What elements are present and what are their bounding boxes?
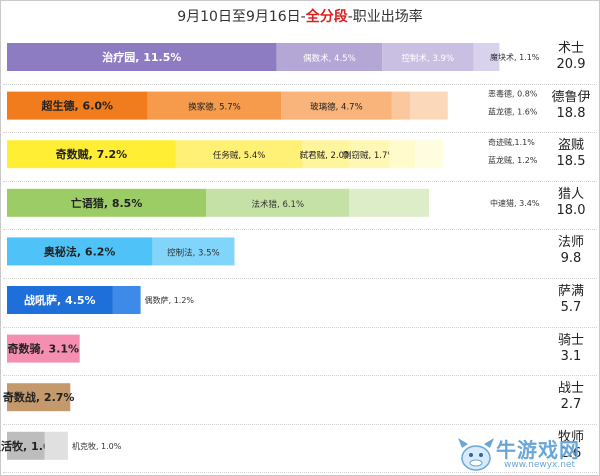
class-total: 术士 20.9 xyxy=(540,41,600,73)
bar-segment xyxy=(7,383,71,412)
bar-segment xyxy=(7,237,153,266)
segment-label: 战吼萨, 4.5% xyxy=(24,293,96,307)
class-name: 战士 xyxy=(557,381,584,397)
row-divider xyxy=(3,278,597,279)
class-total: 战士 2.7 xyxy=(540,381,600,413)
segment-label: 机克牧, 1.0% xyxy=(72,441,122,451)
bar-segment xyxy=(175,140,303,169)
class-total: 萨满 5.7 xyxy=(540,284,600,316)
bar-segment xyxy=(302,140,350,169)
class-name: 法师 xyxy=(557,235,584,251)
bar-segment xyxy=(349,140,390,169)
bar-segment xyxy=(44,431,68,460)
segment-label: 超生德, 6.0% xyxy=(41,99,114,113)
segment-label: 亡语猎, 8.5% xyxy=(71,196,143,210)
title-suffix: -职业出场率 xyxy=(347,9,423,25)
class-total-value: 2.7 xyxy=(560,397,582,413)
class-name: 猎人 xyxy=(557,186,584,202)
class-total-value: 20.9 xyxy=(556,57,586,72)
segment-label: 换家德, 5.7% xyxy=(188,102,241,113)
row-divider xyxy=(3,375,597,377)
bar-segment xyxy=(147,91,282,120)
class-total: 骑士 3.1 xyxy=(540,333,600,365)
class-name: 牧师 xyxy=(557,429,584,445)
bar-segment xyxy=(112,286,141,314)
bar-segment xyxy=(349,188,429,217)
cow-mascot-icon xyxy=(458,438,494,471)
segment-label: 恶毒德, 0.8% xyxy=(488,89,538,99)
chart-title: 9月10日至9月16日-全分段-职业出场率 xyxy=(0,6,600,26)
row-divider xyxy=(3,180,597,182)
bar-segment xyxy=(7,431,45,460)
bar-segment xyxy=(391,91,411,120)
class-total: 德鲁伊 18.8 xyxy=(540,90,600,122)
row-divider xyxy=(3,83,597,85)
segment-label: 奇数贼, 7.2% xyxy=(56,147,128,161)
segment-label: 中速猎, 3.4% xyxy=(490,198,540,208)
segment-label: 魔块术, 1.1% xyxy=(490,52,540,62)
class-total: 法师 9.8 xyxy=(540,235,600,267)
bar-segment xyxy=(152,237,235,266)
bar-segment xyxy=(7,140,176,169)
segment-label: 控制术, 3.9% xyxy=(402,53,455,64)
class-total: 猎人 18.0 xyxy=(540,187,600,219)
bar-segment xyxy=(473,43,500,71)
segment-label: 奥秘法, 6.2% xyxy=(43,244,116,258)
segment-label: 弑君贼, 2.0% xyxy=(300,150,353,161)
class-name: 术士 xyxy=(557,41,584,56)
bar-segment xyxy=(7,43,277,71)
row-divider xyxy=(3,472,597,474)
class-total-value: 9.8 xyxy=(560,251,582,267)
bar-segment xyxy=(281,91,392,120)
segment-label: 奇数战, 2.7% xyxy=(3,390,75,404)
row-divider xyxy=(3,326,597,328)
class-total-value: 5.7 xyxy=(560,300,582,315)
row-divider xyxy=(3,423,597,425)
title-highlight: 全分段 xyxy=(305,9,348,25)
class-total-value: 3.1 xyxy=(560,348,582,364)
row-divider xyxy=(3,229,597,231)
class-name: 骑士 xyxy=(557,332,584,348)
bar-segment xyxy=(7,188,207,217)
class-name: 萨满 xyxy=(557,284,584,299)
class-name: 德鲁伊 xyxy=(551,89,591,105)
bar-segment xyxy=(7,334,80,363)
segment-label: 蓝龙贼, 1.2% xyxy=(488,155,538,165)
bar-segment xyxy=(206,188,350,217)
row-divider xyxy=(3,132,597,134)
bar-segment xyxy=(389,140,415,169)
class-name: 盗贼 xyxy=(557,138,584,154)
segment-label: 偶数萨, 1.2% xyxy=(145,295,195,305)
class-total: 盗贼 18.5 xyxy=(540,138,600,170)
segment-label: 控制法, 3.5% xyxy=(167,247,220,258)
bar-segment xyxy=(382,43,474,71)
class-total-value: 18.0 xyxy=(556,202,586,218)
bar-segment xyxy=(7,91,148,120)
segment-label: 任务贼, 5.4% xyxy=(213,150,266,161)
bar-segment xyxy=(410,91,448,120)
title-prefix: 9月10日至9月16日- xyxy=(177,9,306,25)
watermark-url: www.newyx.net xyxy=(504,460,576,470)
segment-label: 玻璃德, 4.7% xyxy=(310,102,363,113)
watermark: 牛游戏网 www.newyx.net xyxy=(456,432,600,476)
class-total-value: 18.8 xyxy=(556,105,586,121)
segment-label: 蓝龙德, 1.6% xyxy=(488,107,538,117)
segment-label: 法术猎, 6.1% xyxy=(252,199,305,210)
class-total-value: 2.6 xyxy=(560,445,582,461)
watermark-text: 牛游戏网 xyxy=(496,438,580,462)
segment-label: 剽窃贼, 1.7% xyxy=(343,150,396,161)
class-total-value: 18.5 xyxy=(556,154,586,170)
segment-label: 奇数骑, 3.1% xyxy=(8,342,80,356)
segment-label: 奇迹贼,1.1% xyxy=(488,137,535,147)
segment-label: 治疗园, 11.5% xyxy=(102,50,181,64)
bar-segment xyxy=(414,140,443,169)
bar-segment xyxy=(276,43,383,71)
class-total: 牧师 2.6 xyxy=(540,430,600,462)
segment-label: 偶数术, 4.5% xyxy=(303,53,356,64)
bar-segment xyxy=(7,286,113,314)
